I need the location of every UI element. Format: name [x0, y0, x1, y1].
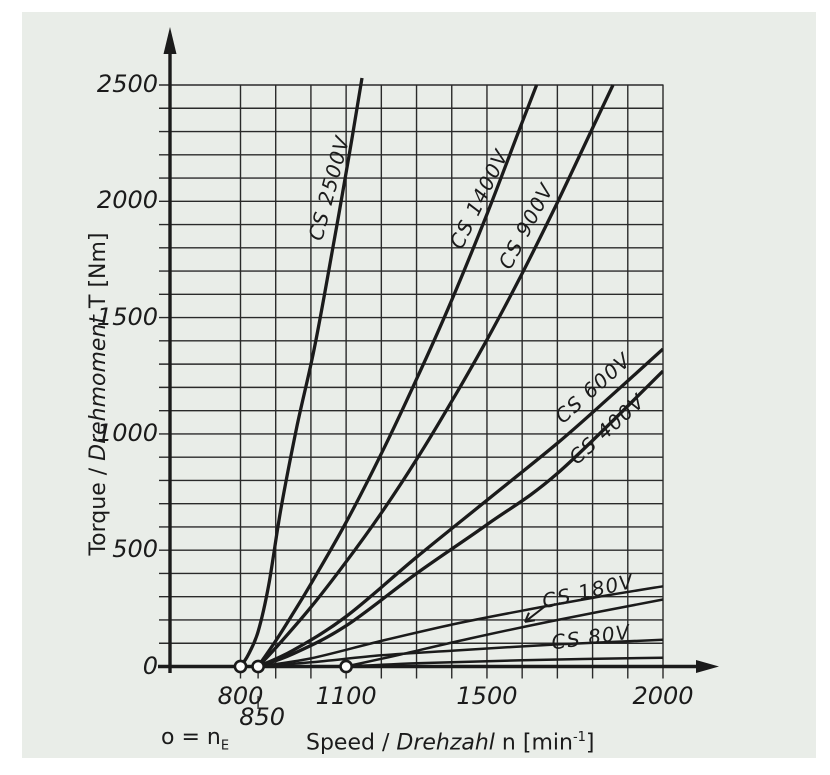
- curve-cs-1400v: [256, 84, 539, 668]
- x-tick-label-850: 850: [239, 703, 285, 731]
- y-tick-label-2500: 2500: [96, 70, 158, 98]
- curve-cs-400v: [257, 369, 664, 669]
- figure-panel: [22, 12, 816, 758]
- curves: [239, 77, 664, 669]
- x-tick-label-1500: 1500: [456, 682, 518, 710]
- x-axis-arrowhead: [696, 660, 719, 673]
- curve-cs-80v-lower: [346, 656, 664, 668]
- curve-cs-2500v: [239, 77, 364, 668]
- x-tick-label-2000: 2000: [632, 682, 694, 710]
- x-tick-label-800: 800: [217, 682, 264, 710]
- engagement-circle-1100: [339, 659, 354, 674]
- x-axis-title-de: Drehzahl: [396, 730, 495, 756]
- engagement-circle-850: [251, 659, 266, 674]
- grid: [159, 84, 664, 709]
- engagement-note-subscript: E: [220, 738, 230, 754]
- engagement-note-text: o = n: [161, 725, 221, 750]
- y-tick-label-2000: 2000: [96, 186, 158, 215]
- engagement-speed-note: o = nE: [161, 726, 229, 758]
- x-tick-label-1100: 1100: [315, 682, 377, 710]
- x-axis-title: Speed / Drehzahl n [min-1]: [306, 726, 595, 755]
- x-axis-title-en: Speed /: [306, 730, 397, 756]
- x-axis-unit-close: ]: [585, 730, 595, 756]
- curve-cs-600v: [257, 347, 664, 669]
- annotation-arrow: [524, 603, 549, 623]
- engagement-circle-800: [233, 659, 248, 674]
- curve-cs-180v: [257, 585, 664, 668]
- x-axis-title-unit: n [min: [494, 730, 573, 756]
- y-tick-label-0: 0: [142, 651, 158, 680]
- y-axis-arrowhead: [163, 27, 177, 54]
- y-axis-title: Torque / Drehmoment T [Nm]: [86, 232, 111, 555]
- curve-cs-80v: [258, 638, 664, 668]
- axes: [158, 52, 696, 673]
- y-tick-label-1000: 1000: [96, 418, 158, 447]
- y-tick-label-1500: 1500: [96, 302, 158, 331]
- y-tick-label-500: 500: [112, 535, 158, 564]
- curve-cs-180v-lower: [345, 598, 664, 668]
- x-axis-unit-exponent: -1: [572, 730, 586, 745]
- curve-cs-900v: [256, 84, 615, 668]
